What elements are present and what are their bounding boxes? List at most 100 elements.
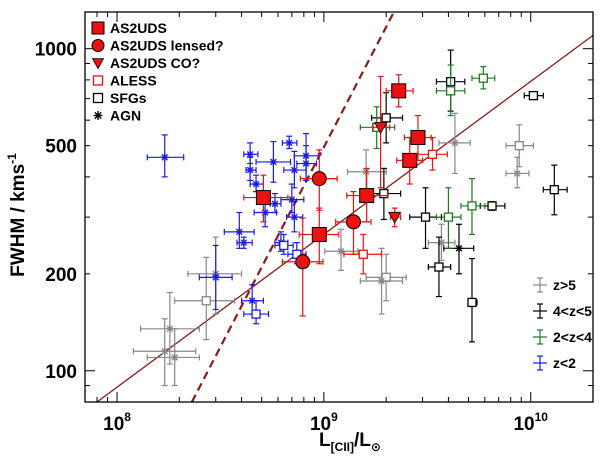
legend-label: AS2UDS — [110, 20, 167, 36]
marker-filled-triangle-down — [388, 211, 402, 224]
data-point — [132, 318, 197, 387]
x-tick-label: 108 — [103, 410, 131, 435]
data-point — [460, 178, 486, 236]
marker-asterisk — [261, 208, 270, 217]
solid-fit-line — [96, 34, 594, 403]
marker-open-square — [201, 296, 211, 306]
legend-marker — [93, 111, 103, 120]
legend-item: ALESS — [92, 73, 157, 89]
legend-item: z>5 — [533, 277, 576, 293]
data-point — [359, 247, 404, 315]
data-point — [435, 64, 466, 117]
legend-label: AS2UDS lensed? — [110, 38, 224, 54]
x-tick-label: 1010 — [513, 410, 548, 435]
marker-asterisk — [246, 166, 255, 175]
tick-labels: 108 109 1010 100 200 500 1000 — [35, 40, 549, 435]
x-tick-label: 109 — [310, 410, 338, 435]
asterisk-stroke — [291, 213, 298, 221]
marker-open-square — [279, 240, 289, 251]
marker-filled-circle — [311, 171, 327, 187]
marker-filled-square — [410, 130, 426, 146]
marker-asterisk — [513, 169, 522, 178]
data-point — [505, 156, 530, 189]
data-point — [435, 187, 462, 249]
marker-asterisk — [246, 150, 255, 159]
marker-asterisk — [290, 166, 299, 175]
legend-label: SFGs — [110, 90, 147, 106]
asterisk-stroke — [161, 153, 169, 161]
marker-open-square — [251, 309, 261, 319]
data-point — [523, 90, 544, 101]
legend-item: AS2UDS — [91, 20, 167, 36]
legend-label: ALESS — [110, 73, 157, 89]
legend-marker — [92, 75, 104, 86]
asterisk-stroke — [378, 277, 385, 285]
legend-label: 2<z<4 — [553, 329, 592, 345]
asterisk-stroke — [94, 111, 102, 120]
y-tick-label: 500 — [45, 137, 77, 158]
marker-asterisk — [235, 227, 244, 236]
marker-open-square — [420, 212, 431, 222]
data-point — [146, 134, 185, 178]
legend-marker — [92, 92, 104, 104]
marker-filled-square — [311, 226, 327, 242]
marker-asterisk — [211, 273, 220, 282]
data-point — [324, 228, 359, 271]
marker-open-square — [467, 297, 477, 308]
asterisk-stroke — [302, 160, 310, 167]
marker-asterisk — [302, 159, 311, 168]
asterisk-stroke — [235, 228, 243, 236]
marker-asterisk — [270, 199, 279, 208]
data-point — [296, 145, 317, 182]
marker-asterisk — [269, 157, 278, 166]
asterisk-stroke — [288, 196, 296, 203]
marker-open-square — [549, 185, 559, 195]
data-point — [427, 236, 452, 298]
asterisk-stroke — [270, 158, 277, 166]
data-point — [140, 291, 200, 365]
marker-asterisk — [290, 213, 299, 222]
marker-open-square — [427, 149, 438, 159]
marker-open-square — [381, 113, 391, 123]
data-point — [174, 256, 236, 341]
marker-open-square — [358, 249, 368, 259]
marker-open-square — [478, 73, 488, 83]
data-point — [365, 253, 407, 302]
legend-label: AS2UDS CO? — [110, 55, 200, 71]
marker-asterisk — [337, 247, 346, 256]
data-point — [285, 201, 304, 233]
asterisk-stroke — [513, 170, 521, 177]
marker-filled-square — [359, 188, 375, 204]
marker-filled-triangle-down — [373, 122, 388, 135]
legend-marker — [91, 39, 105, 52]
marker-asterisk — [450, 138, 459, 147]
asterisk-stroke — [455, 245, 463, 252]
legend-marker — [91, 21, 105, 35]
data-point — [427, 223, 456, 262]
y-tick-label: 200 — [45, 265, 77, 286]
data-point — [385, 74, 414, 108]
legend-label: AGN — [110, 108, 141, 124]
data-point — [146, 328, 200, 387]
marker-filled-circle — [295, 254, 311, 270]
asterisk-stroke — [246, 150, 254, 158]
data-point — [542, 164, 568, 216]
marker-asterisk — [160, 347, 169, 356]
legend-item: 4<z<5 — [533, 303, 592, 319]
data-point — [343, 233, 383, 275]
asterisk-stroke — [246, 166, 254, 174]
legend-redshift: z>5 4<z<5 2<z<4 z<2 — [533, 277, 592, 371]
marker-asterisk — [160, 153, 169, 162]
marker-open-square — [467, 201, 477, 211]
data-points — [132, 49, 568, 387]
marker-asterisk — [455, 244, 464, 253]
data-point — [346, 167, 389, 223]
asterisk-stroke — [171, 354, 179, 361]
legend-item: AGN — [93, 108, 141, 124]
legend-item: AS2UDS CO? — [91, 55, 200, 71]
marker-open-square — [514, 141, 524, 151]
marker-asterisk — [285, 138, 294, 147]
x-axis-label: L[CII]/L⊙ — [319, 430, 381, 454]
marker-asterisk — [170, 353, 179, 362]
